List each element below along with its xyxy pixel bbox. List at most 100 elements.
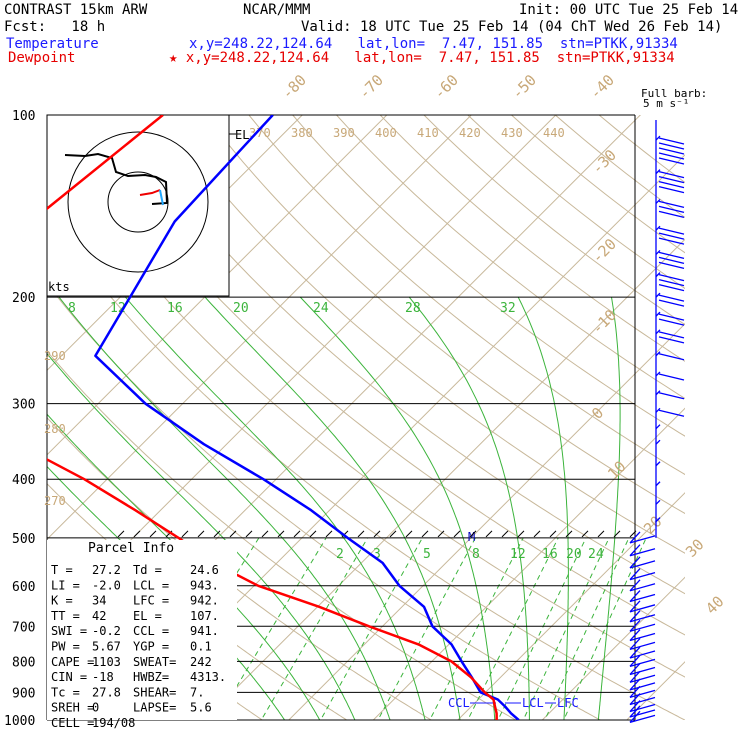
parcel-info-panel: Parcel Info T = 27.2 Td = 24.6 LI = -2.0 LCL = 9… [47, 540, 237, 730]
frozen-level-tick [485, 530, 493, 538]
parcel-value: 0 [92, 701, 99, 715]
wind-barb-flag [658, 157, 685, 165]
mixing-ratio-label: 28 [405, 301, 421, 316]
mixing-ratio-label: 3 [373, 547, 381, 562]
dry-adiabat-line [292, 115, 685, 437]
mixing-ratio-line [260, 537, 369, 720]
isotherm-line [203, 238, 685, 720]
wind-barb-flag [629, 531, 641, 544]
moist-adiabat-line [517, 296, 569, 720]
pressure-label: 300 [12, 398, 35, 413]
parcel-value: 5.6 [190, 701, 212, 715]
frozen-level-tick [293, 530, 301, 538]
frozen-level-tick [261, 530, 269, 538]
frozen-level-tick [629, 530, 637, 538]
dry-adiabat-line [598, 115, 685, 184]
mixing-ratio-label: 24 [588, 547, 604, 562]
wind-barb [629, 560, 656, 569]
mixing-ratio-label: 12 [510, 547, 526, 562]
isotherm-label: 0 [588, 404, 607, 423]
wind-barb-flag [629, 705, 641, 718]
parcel-label: CELL = [51, 716, 94, 730]
wind-barb-flag [629, 646, 641, 659]
theta-label: 380 [291, 126, 313, 140]
wind-barb-flag [629, 678, 641, 691]
theta-label: 440 [543, 126, 565, 140]
wind-barb [655, 198, 661, 204]
wind-barb-flag [629, 619, 641, 632]
wind-barb-flag [658, 142, 685, 150]
moist-adiabat-line [299, 296, 496, 720]
wind-barb-flag [658, 237, 685, 245]
wind-barb [655, 390, 661, 396]
frozen-level-tick [181, 530, 189, 538]
parcel-label: Td = [133, 563, 162, 577]
frozen-level-tick [533, 530, 541, 538]
temperature-line [94, 115, 520, 720]
wind-barb-flag [658, 353, 685, 361]
isotherm-label: -50 [508, 71, 540, 103]
wind-barb-flag [629, 579, 641, 592]
wind-barb-flag [658, 251, 685, 260]
dry-adiabat-line [73, 115, 685, 636]
moist-adiabat-line [204, 296, 461, 720]
wind-barb-flag [629, 629, 641, 641]
isotherm-label: -10 [588, 306, 620, 338]
frozen-level-tick [325, 530, 333, 538]
theta-label: 410 [417, 126, 439, 140]
wind-barb [629, 709, 656, 718]
frozen-level-tick [597, 530, 605, 538]
moist-adiabat-line [58, 296, 391, 720]
wind-barb-flag [658, 409, 685, 417]
isotherm-line [457, 492, 685, 720]
moist-adiabat-line [597, 297, 621, 720]
parcel-value: 107. [190, 609, 219, 623]
hodograph-storm-motion [139, 189, 161, 196]
parcel-label: YGP = [133, 640, 169, 654]
wind-barb-flag [658, 313, 685, 321]
parcel-label: CIN = [51, 670, 87, 684]
parcel-value: 4313. [190, 670, 226, 684]
wind-barb-flag [629, 654, 641, 667]
hodograph-ring-inner [107, 171, 169, 233]
wind-barb [629, 682, 656, 691]
temperature-location: x,y=248.22,124.64 lat,lon= 7.47, 151.85 … [189, 36, 678, 52]
isotherm-label: -60 [430, 71, 462, 103]
pressure-label: 100 [12, 109, 35, 124]
init-time: Init: 00 UTC Tue 25 Feb 14 [519, 2, 739, 18]
parcel-label: LAPSE= [133, 701, 176, 715]
wind-barb [629, 535, 656, 544]
frozen-level-tick [613, 530, 621, 538]
wind-barb-flag [658, 318, 685, 326]
dewpoint-location: ★ x,y=248.22,124.64 lat,lon= 7.47, 151.8… [169, 50, 675, 66]
mixing-ratio-label: 32 [500, 301, 516, 316]
wind-barb-flag [658, 392, 685, 400]
wind-barb-flag [658, 147, 685, 155]
wind-barb [629, 703, 656, 713]
parcel-label: SHEAR= [133, 685, 176, 699]
wind-barb [655, 461, 661, 467]
dry-adiabat-line [379, 115, 685, 362]
wind-barb-flag [658, 152, 685, 160]
parcel-value: -2.0 [92, 578, 121, 592]
wind-barb [629, 571, 656, 581]
parcel-value: 27.8 [92, 685, 121, 699]
parcel-label: K = [51, 594, 73, 608]
wind-barb [655, 135, 661, 141]
wind-barb-flag [629, 590, 641, 602]
mixing-ratio-label: 8 [472, 547, 480, 562]
mixing-ratio-label: 20 [233, 301, 249, 316]
parcel-value: 5.67 [92, 640, 121, 654]
hodograph-shear-vector [159, 189, 164, 206]
wind-barb [655, 311, 661, 317]
parcel-value: 942. [190, 594, 219, 608]
wind-barb-flag [658, 279, 685, 287]
mixing-ratio-line [544, 537, 630, 720]
parcel-label: PW = [51, 640, 80, 654]
isotherm-label: 30 [682, 535, 708, 561]
barb-legend-title: Full barb: [641, 87, 707, 100]
frozen-level-tick [549, 530, 557, 538]
isotherm-line [372, 407, 685, 720]
theta-label: 290 [44, 349, 66, 363]
